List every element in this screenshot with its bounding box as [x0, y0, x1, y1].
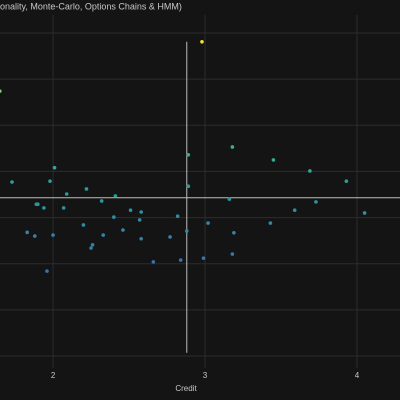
point — [227, 197, 232, 201]
point — [268, 221, 273, 225]
point — [121, 228, 125, 232]
point — [48, 179, 52, 183]
point — [113, 194, 118, 198]
point — [81, 223, 86, 227]
point — [151, 260, 156, 264]
point — [101, 233, 105, 237]
point — [139, 236, 143, 241]
point — [200, 39, 204, 44]
x-axis-label: Credit — [175, 384, 197, 393]
point — [201, 256, 206, 260]
point — [168, 235, 172, 239]
point — [232, 231, 236, 235]
point — [45, 269, 49, 273]
x-tick-label: 2 — [51, 371, 56, 380]
point — [42, 206, 46, 210]
point — [314, 200, 318, 204]
point — [99, 199, 104, 203]
point — [186, 184, 191, 188]
point — [175, 214, 180, 218]
point — [184, 229, 189, 233]
point — [308, 169, 312, 173]
point — [271, 158, 276, 162]
point — [230, 252, 235, 256]
point — [89, 246, 93, 250]
point — [0, 89, 2, 93]
point — [186, 153, 191, 157]
point — [51, 233, 55, 237]
point — [137, 218, 142, 222]
point — [112, 215, 116, 219]
point — [64, 192, 69, 196]
point — [139, 210, 143, 214]
point — [344, 179, 349, 183]
point — [84, 187, 89, 191]
point — [25, 230, 30, 235]
point — [362, 211, 367, 215]
chart-title: onality, Monte-Carlo, Options Chains & H… — [0, 1, 182, 11]
point — [206, 221, 210, 225]
point — [36, 202, 40, 206]
point — [52, 165, 57, 170]
point — [10, 180, 14, 184]
point — [128, 208, 133, 212]
point — [61, 206, 66, 210]
x-tick-label: 4 — [355, 371, 360, 380]
point — [292, 208, 297, 212]
point — [178, 258, 183, 262]
point — [230, 145, 235, 149]
point — [90, 242, 95, 247]
point — [33, 234, 37, 238]
x-tick-label: 3 — [203, 371, 208, 380]
